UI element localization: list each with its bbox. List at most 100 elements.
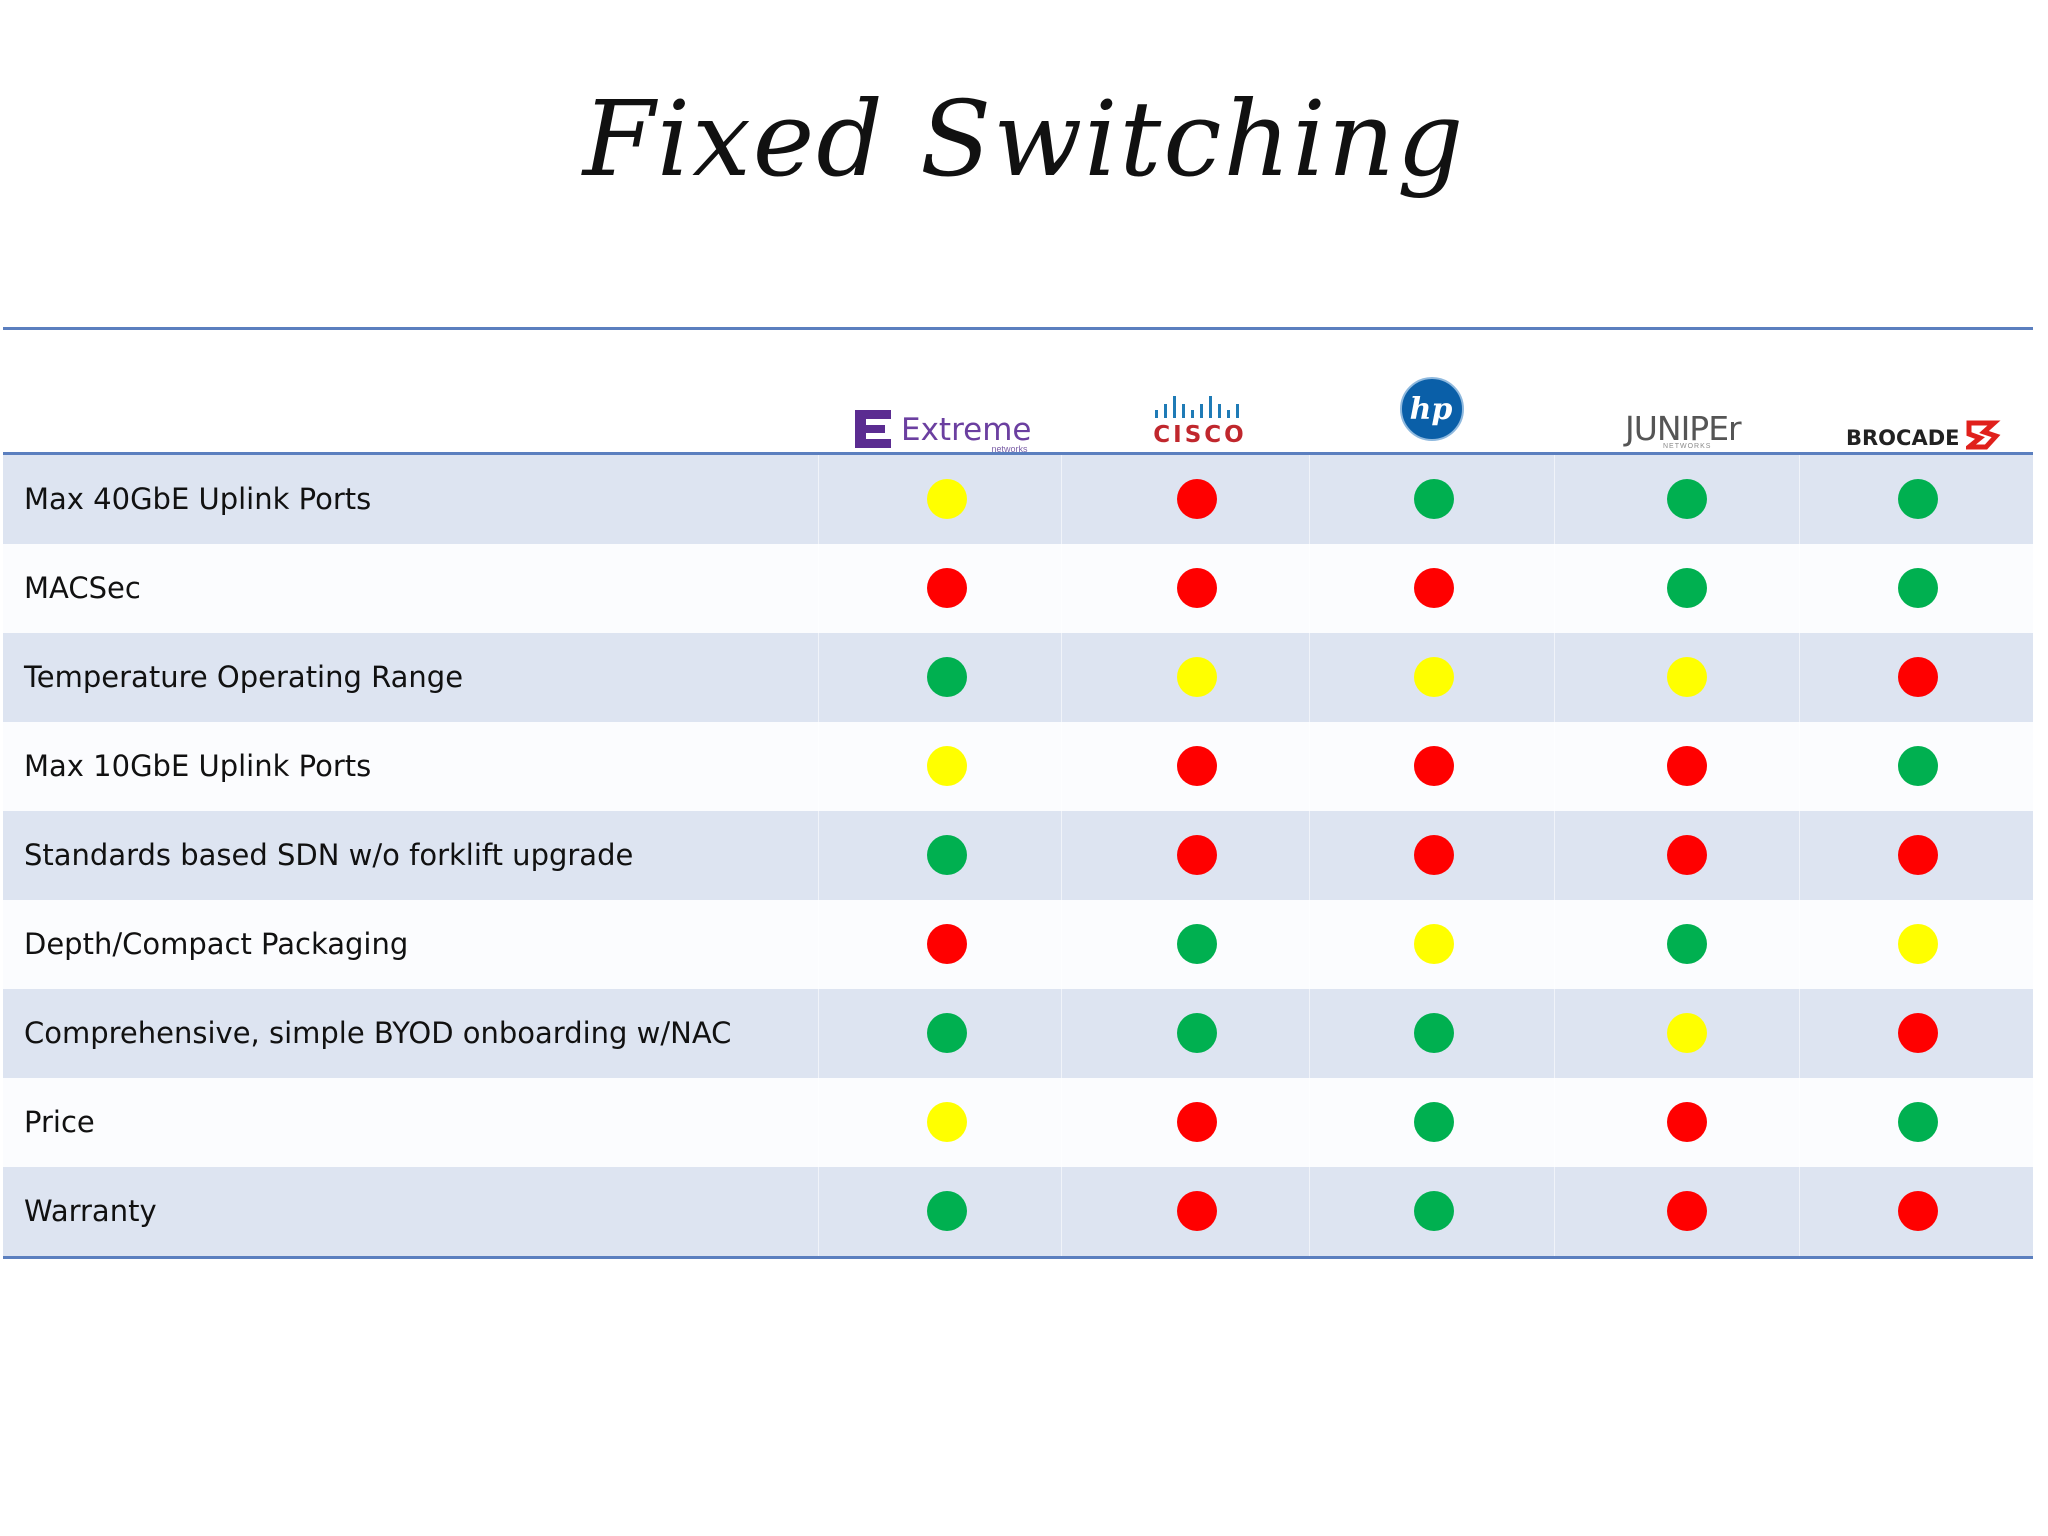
vendor-logo-extreme: Extreme networks — [855, 410, 1032, 454]
brocade-icon — [1961, 420, 2001, 450]
column-divider — [1309, 455, 1310, 544]
vendor-name-cisco: CISCO — [1153, 422, 1247, 448]
comparison-table: Extreme networks — [3, 327, 2033, 1259]
table-bottom-rule — [3, 1256, 2033, 1259]
row-label: Temperature Operating Range — [24, 660, 464, 694]
cisco-bars-icon — [1150, 392, 1250, 422]
column-divider — [1799, 455, 1800, 544]
column-divider — [818, 989, 819, 1078]
column-divider — [1309, 900, 1310, 989]
column-divider — [1554, 811, 1555, 900]
vendor-name-extreme: Extreme — [901, 412, 1032, 448]
column-divider — [1309, 989, 1310, 1078]
rating-dot-green — [927, 1191, 967, 1231]
rating-dot-green — [1177, 924, 1217, 964]
column-divider — [1554, 1078, 1555, 1167]
rating-dot-green — [1898, 1102, 1938, 1142]
column-divider — [1061, 1078, 1062, 1167]
rating-dot-yellow — [927, 479, 967, 519]
column-divider — [1309, 811, 1310, 900]
rating-dot-red — [1414, 746, 1454, 786]
rating-dot-green — [927, 835, 967, 875]
table-row: Standards based SDN w/o forklift upgrade — [3, 811, 2033, 900]
rating-dot-red — [1414, 568, 1454, 608]
rating-dot-red — [1898, 1191, 1938, 1231]
row-label: Comprehensive, simple BYOD onboarding w/… — [24, 1016, 732, 1050]
rating-dot-green — [927, 1013, 967, 1053]
table-row: Temperature Operating Range — [3, 633, 2033, 722]
vendor-name-juniper: JUNIPEr — [1625, 409, 1742, 448]
vendor-header-row: Extreme networks — [3, 330, 2033, 454]
page-title: Fixed Switching — [582, 78, 1466, 200]
rating-dot-green — [1414, 479, 1454, 519]
column-divider — [818, 900, 819, 989]
rating-dot-red — [1177, 568, 1217, 608]
vendor-name-brocade: BROCADE — [1846, 426, 1960, 450]
rating-dot-green — [1667, 479, 1707, 519]
column-divider — [1309, 1078, 1310, 1167]
vendor-logo-cisco: CISCO — [1150, 392, 1250, 448]
table-row: Depth/Compact Packaging — [3, 900, 2033, 989]
column-divider — [1309, 722, 1310, 811]
rating-dot-yellow — [1667, 657, 1707, 697]
header-rule — [3, 452, 2033, 455]
rating-dot-yellow — [1898, 924, 1938, 964]
row-label: Standards based SDN w/o forklift upgrade — [24, 838, 634, 872]
table-row: Max 40GbE Uplink Ports — [3, 455, 2033, 544]
rating-dot-red — [927, 568, 967, 608]
rating-dot-yellow — [927, 746, 967, 786]
column-divider — [1554, 544, 1555, 633]
rating-dot-green — [1414, 1013, 1454, 1053]
rating-dot-red — [1898, 1013, 1938, 1053]
table-body: Max 40GbE Uplink Ports MACSec Temperature … — [3, 455, 2033, 1256]
rating-dot-yellow — [1667, 1013, 1707, 1053]
row-label: Depth/Compact Packaging — [24, 927, 409, 961]
column-divider — [1061, 900, 1062, 989]
column-divider — [1554, 989, 1555, 1078]
column-divider — [818, 1167, 819, 1256]
rating-dot-yellow — [1414, 657, 1454, 697]
column-divider — [1061, 544, 1062, 633]
column-divider — [1799, 1078, 1800, 1167]
rating-dot-red — [1898, 657, 1938, 697]
rating-dot-green — [927, 657, 967, 697]
column-divider — [1799, 900, 1800, 989]
rating-dot-green — [1177, 1013, 1217, 1053]
table-row: Max 10GbE Uplink Ports — [3, 722, 2033, 811]
vendor-logo-hp: hp — [1400, 377, 1464, 446]
rating-dot-green — [1414, 1191, 1454, 1231]
column-divider — [1554, 900, 1555, 989]
rating-dot-red — [1177, 1191, 1217, 1231]
column-divider — [1061, 1167, 1062, 1256]
column-divider — [1309, 544, 1310, 633]
rating-dot-green — [1898, 479, 1938, 519]
column-divider — [818, 633, 819, 722]
rating-dot-yellow — [1414, 924, 1454, 964]
rating-dot-green — [1667, 924, 1707, 964]
rating-dot-red — [1667, 1191, 1707, 1231]
rating-dot-red — [1414, 835, 1454, 875]
rating-dot-red — [1898, 835, 1938, 875]
column-divider — [1061, 811, 1062, 900]
rating-dot-yellow — [927, 1102, 967, 1142]
column-divider — [818, 722, 819, 811]
row-label: MACSec — [24, 571, 141, 605]
rating-dot-green — [1667, 568, 1707, 608]
row-label: Max 10GbE Uplink Ports — [24, 749, 372, 783]
vendor-logo-juniper: JUNIPEr NETWORKS — [1625, 409, 1742, 450]
row-label: Max 40GbE Uplink Ports — [24, 482, 372, 516]
rating-dot-red — [927, 924, 967, 964]
column-divider — [1799, 544, 1800, 633]
row-label: Warranty — [24, 1194, 157, 1228]
rating-dot-green — [1414, 1102, 1454, 1142]
column-divider — [1799, 722, 1800, 811]
column-divider — [1799, 811, 1800, 900]
column-divider — [1554, 633, 1555, 722]
column-divider — [818, 455, 819, 544]
column-divider — [1554, 1167, 1555, 1256]
column-divider — [1061, 455, 1062, 544]
column-divider — [1309, 633, 1310, 722]
column-divider — [818, 1078, 819, 1167]
column-divider — [1554, 722, 1555, 811]
rating-dot-red — [1667, 746, 1707, 786]
